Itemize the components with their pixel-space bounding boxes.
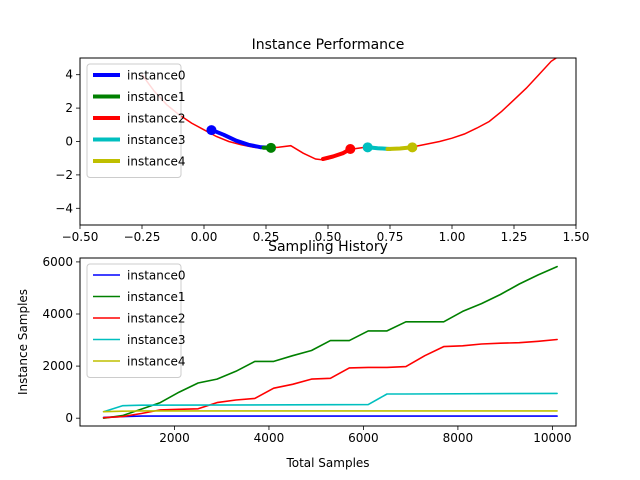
y-ticks-bottom: 0 2000 4000 6000 <box>42 255 80 425</box>
legend-label-instance3: instance3 <box>127 133 185 147</box>
x-ticks-top: −0.50 −0.25 0.00 0.25 0.50 0.75 1.00 1.25 1.50 <box>62 225 590 244</box>
x-tick-label: 1.00 <box>439 230 466 244</box>
x-tick-label: 4000 <box>254 431 285 445</box>
series-line-instance1 <box>102 265 558 420</box>
x-tick-label: 1.25 <box>501 230 528 244</box>
series-line-instance3 <box>102 392 558 413</box>
series-marker-instance4 <box>407 142 418 153</box>
series-line-instance2 <box>102 338 558 419</box>
x-tick-label: 0.00 <box>191 230 218 244</box>
series-marker-instance2 <box>345 144 356 155</box>
y-tick-label: 0 <box>65 411 73 425</box>
series-marker-instance0 <box>206 125 217 136</box>
legend-label-instance0: instance0 <box>127 69 185 83</box>
x-ticks-bottom: 2000 4000 6000 8000 10000 <box>159 426 571 445</box>
x-tick-label: 2000 <box>159 431 190 445</box>
legend-box <box>86 63 182 178</box>
legend-label-instance2: instance2 <box>127 112 185 126</box>
chart-title-bottom: Sampling History <box>268 239 388 255</box>
y-tick-label: 2000 <box>42 359 73 373</box>
legend-label-instance1: instance1 <box>127 290 185 304</box>
legend-label-instance2: instance2 <box>127 312 185 326</box>
y-tick-label: 6000 <box>42 255 73 269</box>
x-tick-label: 0.75 <box>377 230 404 244</box>
legend-label-instance4: instance4 <box>127 155 185 169</box>
legend-label-instance0: instance0 <box>127 269 185 283</box>
y-tick-label: 4000 <box>42 307 73 321</box>
legend-label-instance1: instance1 <box>127 90 185 104</box>
x-tick-label: 8000 <box>443 431 474 445</box>
x-tick-label: −0.25 <box>124 230 161 244</box>
y-tick-label: −2 <box>55 168 73 182</box>
x-axis-label-bottom: Total Samples <box>285 456 369 470</box>
x-tick-label: 6000 <box>348 431 379 445</box>
legend-label-instance4: instance4 <box>127 355 185 369</box>
x-tick-label: −0.50 <box>62 230 99 244</box>
series-line-instance4 <box>102 410 558 413</box>
x-tick-label: 0.50 <box>315 230 342 244</box>
series-marker-instance3 <box>362 142 373 153</box>
instance-series-group-bottom <box>102 265 558 420</box>
x-tick-label: 10000 <box>533 431 571 445</box>
legend-top: instance0 instance1 instance2 instance3 inst… <box>86 63 185 178</box>
x-tick-label: 1.50 <box>563 230 590 244</box>
x-tick-label: 0.25 <box>253 230 280 244</box>
sampling-history-chart: 2000 4000 6000 8000 10000 0 2000 4000 6000 Samp… <box>16 239 577 470</box>
chart-title-top: Instance Performance <box>252 37 405 53</box>
y-tick-label: −4 <box>55 201 73 215</box>
instance-performance-chart: Instance Performance −0.50 −0.25 0.00 0.25 0… <box>55 37 589 244</box>
y-tick-label: 4 <box>65 68 73 82</box>
y-tick-label: 0 <box>65 135 73 149</box>
series-marker-instance1 <box>265 142 276 153</box>
plot-frame-bottom <box>79 257 577 427</box>
y-axis-label-bottom: Instance Samples <box>16 289 30 395</box>
y-tick-label: 2 <box>65 101 73 115</box>
legend-label-instance3: instance3 <box>127 333 185 347</box>
legend-bottom: instance0 instance1 instance2 instance3 inst… <box>86 263 185 378</box>
y-ticks-top: −4 −2 0 2 4 <box>55 68 80 215</box>
instance-markers-group <box>206 125 418 155</box>
legend-box <box>86 263 182 378</box>
